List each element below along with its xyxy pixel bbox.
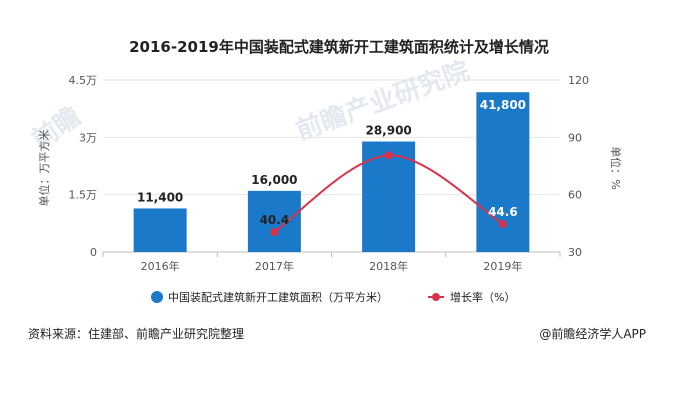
left-tick-label: 1.5万: [69, 189, 98, 202]
growth-point: [270, 228, 279, 237]
bar: [133, 208, 187, 252]
x-tick-label: 2017年: [255, 259, 294, 273]
legend-bar-label: 中国装配式建筑新开工建筑面积（万平方米）: [168, 290, 388, 304]
right-tick-label: 30: [568, 246, 582, 259]
right-tick-label: 120: [568, 74, 589, 87]
growth-value-label: 44.6: [488, 205, 518, 219]
bar-value-label: 16,000: [251, 173, 297, 187]
left-axis-title: 单位：万平方米: [37, 130, 51, 207]
watermark-left: 前瞻: [26, 101, 86, 156]
axes: 0 1.5万 3万 4.5万 30 60 90 120 2016年 2017年 2018年 2019年: [69, 74, 590, 273]
source-note: 资料来源：住建部、前瞻产业研究院整理: [28, 326, 244, 341]
legend-line-marker: [432, 293, 440, 301]
growth-line: [270, 151, 507, 237]
left-tick-label: 4.5万: [69, 74, 98, 87]
growth-point: [498, 220, 507, 229]
x-tick-label: 2018年: [369, 259, 408, 273]
chart-title: 2016-2019年中国装配式建筑新开工建筑面积统计及增长情况: [129, 38, 549, 56]
growth-point: [384, 151, 393, 160]
bar-value-label: 28,900: [365, 124, 411, 138]
x-tick-label: 2019年: [483, 259, 522, 273]
right-tick-label: 60: [568, 189, 582, 202]
legend: 中国装配式建筑新开工建筑面积（万平方米） 增长率（%）: [151, 290, 515, 304]
right-tick-label: 90: [568, 131, 582, 144]
bar-value-label: 41,800: [480, 98, 526, 112]
bars: [133, 92, 530, 252]
bar-value-label: 11,400: [137, 190, 183, 204]
credit-note: @前瞻经济学人APP: [539, 326, 646, 341]
left-tick-label: 3万: [79, 131, 97, 144]
data-labels: 11,400 16,000 28,900 41,800 40.4 44.6: [137, 98, 526, 227]
legend-line-label: 增长率（%）: [450, 290, 515, 304]
growth-value-label: 40.4: [260, 213, 290, 227]
x-tick-label: 2016年: [141, 259, 180, 273]
bar: [247, 190, 301, 252]
left-tick-label: 0: [90, 246, 97, 259]
legend-bar-marker: [151, 291, 163, 303]
right-axis-title: 单位：%: [609, 146, 623, 189]
